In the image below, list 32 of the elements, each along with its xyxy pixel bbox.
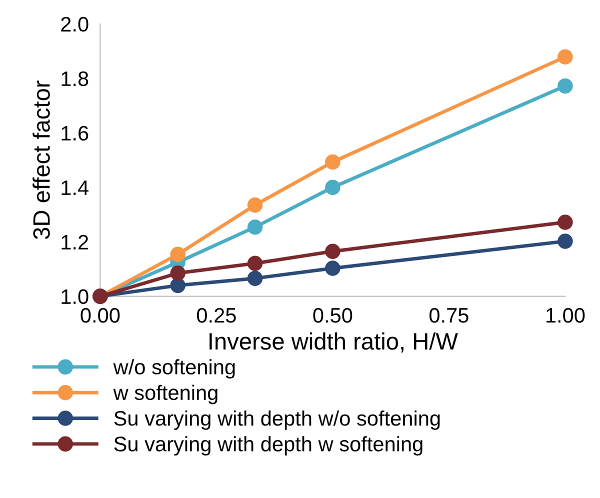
- point: [558, 234, 573, 249]
- point: [325, 244, 340, 259]
- y-tick-label: 1.6: [62, 126, 88, 141]
- point: [325, 180, 340, 195]
- point: [170, 278, 186, 294]
- y-tick-label: 2.0: [61, 16, 88, 32]
- y-axis-title: 3D effect factor: [32, 80, 50, 240]
- y-tick-label: 1.0: [62, 289, 88, 304]
- legend-label: Su varying with depth w softening: [114, 436, 422, 456]
- legend-label: w softening: [113, 384, 218, 404]
- legend-label: w/o softening: [113, 359, 235, 379]
- point: [558, 214, 573, 230]
- y-tick-label: 1.2: [62, 234, 88, 250]
- x-tick-label: 0.25: [196, 308, 236, 323]
- legend-label: Su varying with depth w/o softening: [114, 410, 440, 430]
- point: [170, 266, 186, 281]
- point: [170, 246, 186, 262]
- x-axis-title: Inverse width ratio, H/W: [210, 332, 458, 353]
- point: [558, 49, 573, 65]
- x-tick-label: 0.00: [80, 308, 120, 323]
- x-tick-label: 0.50: [313, 308, 352, 323]
- point: [247, 256, 263, 271]
- point: [247, 219, 263, 235]
- y-tick-label: 1.4: [62, 180, 88, 195]
- point: [247, 270, 263, 286]
- point: [247, 197, 263, 213]
- point: [325, 260, 340, 276]
- x-tick-label: 0.75: [429, 308, 468, 323]
- x-tick-label: 1.00: [546, 308, 585, 323]
- y-tick-label: 1.8: [62, 71, 88, 86]
- point: [325, 154, 340, 170]
- point: [558, 78, 573, 94]
